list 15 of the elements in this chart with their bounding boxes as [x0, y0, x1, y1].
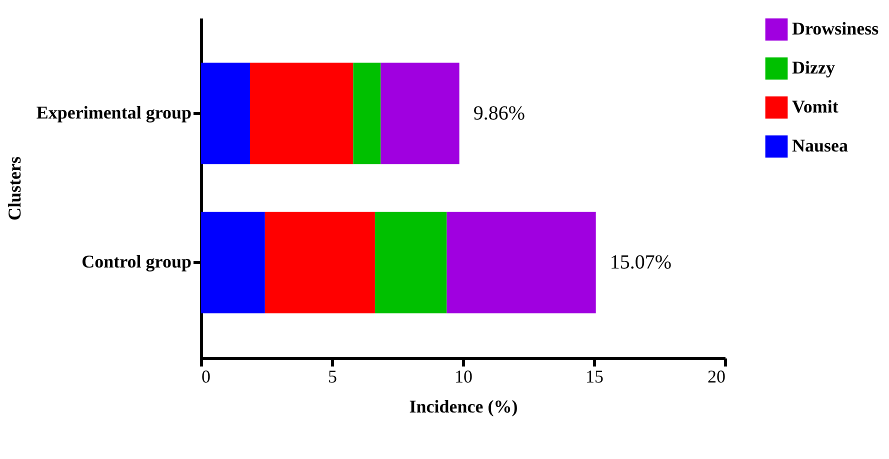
x-tick-label: 0: [202, 366, 210, 386]
y-tick-label: Experimental group: [36, 102, 192, 122]
legend-label: Vomit: [792, 96, 838, 116]
y-tick-label: Control group: [82, 252, 192, 272]
x-tick-label: 20: [708, 366, 726, 386]
y-axis-title: Clusters: [4, 156, 24, 220]
legend-label: Drowsiness: [792, 18, 879, 38]
legend-label: Nausea: [792, 136, 848, 156]
x-tick-label: 15: [586, 366, 604, 386]
legend-label: Dizzy: [792, 58, 835, 78]
x-tick-label: 10: [454, 366, 472, 386]
total-label: 9.86%: [473, 102, 526, 124]
total-label: 15.07%: [610, 252, 672, 274]
x-tick-label: 5: [328, 366, 337, 386]
x-axis-title: Incidence (%): [409, 396, 518, 416]
